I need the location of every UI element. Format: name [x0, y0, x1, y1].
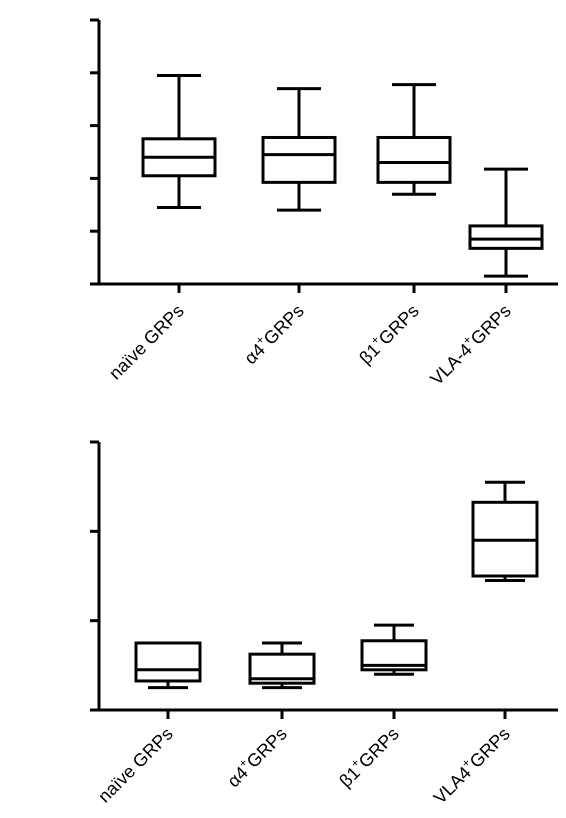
category-label: naïve GRPs: [105, 301, 188, 384]
category-label-suffix: GRPs: [466, 724, 514, 772]
box-3: VLA4+GRPs: [428, 480, 539, 808]
box-0: naïve GRPs: [105, 73, 217, 384]
category-label: VLA-4+GRPs: [424, 299, 515, 390]
iqr-box: [360, 639, 428, 672]
iqr-box: [376, 135, 452, 184]
category-label: VLA4+GRPs: [428, 722, 514, 808]
iqr-box: [134, 641, 202, 683]
category-label: β1+GRPs: [353, 299, 423, 369]
category-label: α4+GRPs: [238, 299, 308, 369]
category-label: β1+GRPs: [333, 722, 403, 792]
box-0: naïve GRPs: [94, 641, 202, 807]
category-label-suffix: GRPs: [355, 724, 403, 772]
box-2: β1+GRPs: [353, 83, 452, 369]
category-label-main: naïve GRPs: [105, 301, 188, 384]
box-1: α4+GRPs: [221, 641, 316, 792]
category-label: naïve GRPs: [94, 724, 177, 807]
iqr-box: [468, 224, 544, 250]
box-3: VLA-4+GRPs: [424, 167, 544, 390]
category-label-suffix: GRPs: [260, 301, 308, 349]
chart-panel-b: naïve GRPs α4+GRPs β1+GRPs VLA4+GRPs: [90, 440, 558, 808]
category-label-suffix: GRPs: [243, 724, 291, 772]
category-label-suffix: GRPs: [375, 301, 423, 349]
iqr-box: [261, 135, 337, 184]
iqr-box: [248, 652, 316, 685]
category-label-suffix: GRPs: [467, 301, 515, 349]
category-label-main: naïve GRPs: [94, 724, 177, 807]
box-2: β1+GRPs: [333, 623, 428, 792]
box-1: α4+GRPs: [238, 87, 337, 369]
category-label: α4+GRPs: [221, 722, 291, 792]
